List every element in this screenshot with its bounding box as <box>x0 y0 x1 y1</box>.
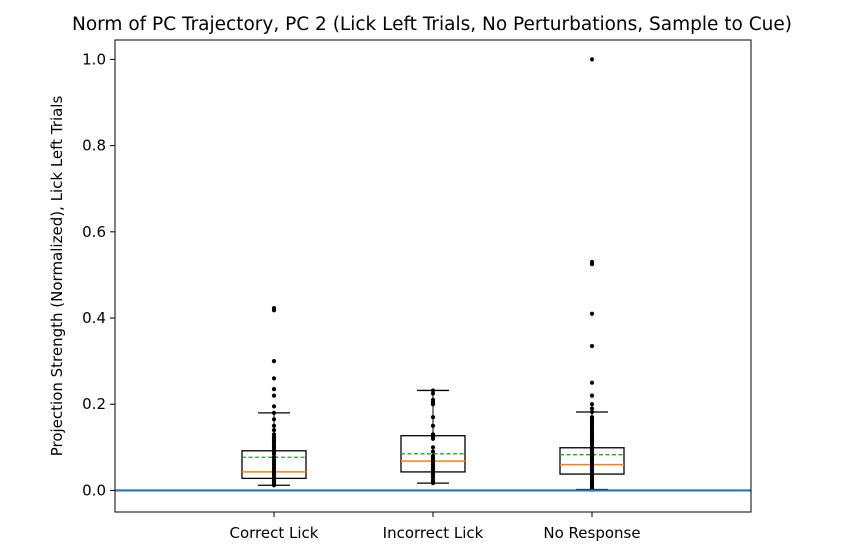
data-point <box>271 417 277 422</box>
data-point <box>430 432 436 437</box>
box-1 <box>241 306 307 488</box>
y-tick-label: 0.0 <box>82 481 106 499</box>
y-tick-label: 0.4 <box>82 309 106 327</box>
data-point <box>271 359 277 364</box>
data-point <box>589 380 595 385</box>
data-point <box>589 311 595 316</box>
y-tick-label: 1.0 <box>82 50 106 68</box>
data-point <box>271 404 277 409</box>
data-point <box>430 388 436 393</box>
data-point <box>589 409 595 415</box>
data-point <box>271 454 277 459</box>
data-point <box>430 445 436 450</box>
data-point <box>430 453 436 459</box>
data-point <box>430 415 436 420</box>
data-point <box>589 402 595 407</box>
data-point <box>589 57 595 62</box>
y-tick-label: 0.2 <box>82 395 106 413</box>
data-point <box>430 391 436 396</box>
data-point <box>271 306 277 311</box>
x-tick-label: Correct Lick <box>230 524 319 542</box>
data-point <box>271 376 277 381</box>
y-tick-label: 0.8 <box>82 137 106 155</box>
data-point <box>271 410 277 415</box>
data-point <box>271 423 277 428</box>
data-point <box>271 393 277 398</box>
x-tick-label: Incorrect Lick <box>383 524 484 542</box>
box-2 <box>400 388 466 486</box>
box-3 <box>559 57 625 492</box>
data-point <box>271 387 277 392</box>
data-point <box>589 393 595 398</box>
data-point <box>271 428 277 433</box>
data-point <box>430 423 436 428</box>
data-point <box>589 343 595 349</box>
data-point <box>589 259 595 265</box>
axes: 0.0 0.2 0.4 0.6 0.8 1.0 Correct Lick Incorrect … <box>82 50 640 542</box>
data-point <box>271 432 277 437</box>
data-point <box>589 415 595 420</box>
plot-area <box>115 57 751 492</box>
plot-frame <box>114 39 752 513</box>
data-point <box>589 406 595 411</box>
data-point <box>430 397 436 403</box>
x-tick-label: No Response <box>543 524 640 542</box>
chart-title: Norm of PC Trajectory, PC 2 (Lick Left T… <box>72 14 792 35</box>
y-axis-label: Projection Strength (Normalized), Lick L… <box>48 96 66 457</box>
y-tick-label: 0.6 <box>82 223 106 241</box>
data-point <box>430 449 436 454</box>
